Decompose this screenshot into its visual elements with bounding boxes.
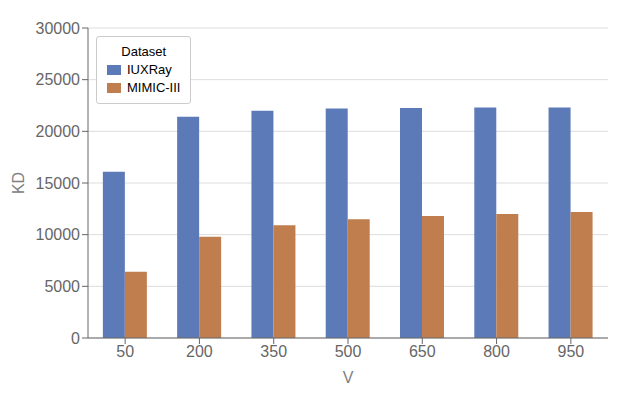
html-text:IUXRay: IUXRay <box>127 62 172 77</box>
svg-text:350: 350 <box>260 343 287 360</box>
svg-text:500: 500 <box>335 343 362 360</box>
html-text:Dataset: Dataset <box>121 44 167 59</box>
svg-text:50: 50 <box>116 343 134 360</box>
svg-text:800: 800 <box>483 343 510 360</box>
svg-text:15000: 15000 <box>36 175 81 192</box>
svg-text:20000: 20000 <box>36 123 81 140</box>
svg-text:950: 950 <box>558 343 585 360</box>
svg-text:30000: 30000 <box>36 20 81 37</box>
svg-text:KD: KD <box>10 172 27 194</box>
svg-text:200: 200 <box>186 343 213 360</box>
html-text:MIMIC-III: MIMIC-III <box>127 80 181 95</box>
svg-text:0: 0 <box>71 330 80 347</box>
svg-text:650: 650 <box>409 343 436 360</box>
svg-text:V: V <box>343 369 354 386</box>
svg-text:25000: 25000 <box>36 71 81 88</box>
svg-text:5000: 5000 <box>44 278 80 295</box>
svg-text:10000: 10000 <box>36 226 81 243</box>
